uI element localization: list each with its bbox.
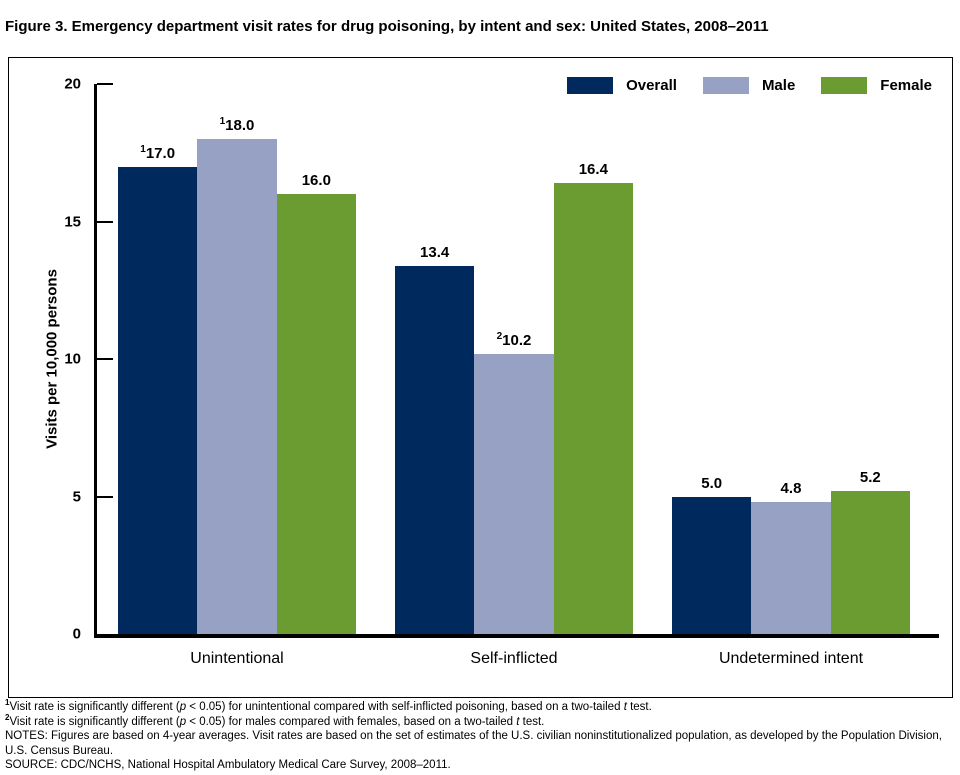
bar-value-label: 13.4: [420, 243, 450, 261]
bar-female: 5.2: [830, 469, 910, 634]
footnote-marker: 1: [5, 698, 10, 708]
legend-item: Female: [821, 77, 932, 94]
legend-label: Male: [761, 77, 796, 94]
y-tick-label: 5: [72, 488, 81, 505]
bar-value-label: 117.0: [140, 143, 176, 162]
footnotes: 1Visit rate is significantly different (…: [5, 698, 953, 773]
footnote-line: SOURCE: CDC/NCHS, National Hospital Ambu…: [5, 759, 451, 772]
footnote-italic-term: t: [516, 715, 520, 728]
y-tick-label: 0: [72, 625, 81, 643]
y-tick-label: 20: [64, 75, 81, 93]
bar-group: 5.0 4.8 5.2: [672, 469, 910, 634]
x-axis-line: [94, 634, 939, 638]
bar-male: 210.2: [474, 331, 554, 634]
bar-overall: 5.0: [672, 475, 752, 634]
bar-female: 16.0: [276, 172, 356, 634]
category-label: Self-inflicted: [470, 650, 558, 667]
bar-value-label: 16.0: [301, 172, 331, 189]
bar-overall: 117.0: [118, 144, 198, 634]
legend-swatch-male: [702, 77, 749, 94]
y-tick-label: 10: [64, 350, 81, 368]
footnote-line: 1Visit rate is significantly different (…: [5, 698, 652, 713]
significance-marker: 1: [219, 116, 226, 127]
footnote-italic-term: t: [623, 701, 627, 713]
category-label: Undetermined intent: [718, 650, 864, 667]
legend-label: Overall: [626, 77, 677, 94]
bar-value-label: 5.0: [701, 474, 723, 492]
bar-value-label: 210.2: [496, 330, 532, 349]
footnote-italic-term: p: [179, 701, 187, 713]
plot-area: 0 5 10 15 20 117.0 118.0 16.0 Unintentional 13.4 2…: [64, 76, 939, 667]
footnote-marker: 2: [5, 712, 10, 722]
legend-label: Female: [880, 77, 932, 94]
legend-swatch-female: [821, 77, 868, 94]
chart-area: Overall Male Female Visits per 10,000 pers…: [8, 57, 953, 698]
bar-male: 118.0: [197, 117, 277, 634]
y-axis-tick: [97, 358, 113, 360]
bar-male: 4.8: [751, 480, 831, 634]
chart-legend: Overall Male Female: [567, 77, 932, 94]
significance-marker: 2: [496, 330, 503, 342]
footnote-italic-term: p: [179, 715, 187, 728]
bar-value-label: 5.2: [859, 469, 881, 486]
bar-group: 117.0 118.0 16.0: [118, 117, 356, 634]
y-tick-label: 15: [64, 213, 81, 230]
bar-value-label: 4.8: [780, 480, 802, 497]
y-axis-tick: [97, 83, 113, 85]
footnote-line: NOTES: Figures are based on 4-year avera…: [5, 730, 942, 757]
significance-marker: 1: [140, 143, 146, 155]
bar-value-label: 118.0: [219, 116, 255, 135]
legend-swatch-overall: [567, 77, 614, 94]
bar-group: 13.4 210.2 16.4: [395, 161, 633, 634]
y-axis-tick: [97, 220, 113, 223]
footnote-line: 2Visit rate is significantly different (…: [5, 712, 545, 728]
category-label: Unintentional: [190, 650, 284, 667]
y-axis-tick: [97, 495, 113, 498]
legend-item: Male: [702, 77, 796, 94]
bar-value-label: 16.4: [578, 161, 608, 178]
legend-item: Overall: [567, 77, 677, 94]
figure-title: Figure 3. Emergency department visit rat…: [5, 18, 769, 35]
bar-female: 16.4: [553, 161, 633, 634]
bar-overall: 13.4: [395, 244, 475, 634]
